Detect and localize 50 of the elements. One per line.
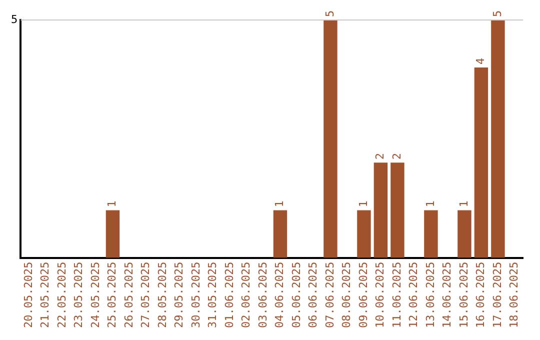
bar — [374, 162, 388, 258]
bar — [474, 68, 488, 258]
x-tick-label: 09.06.2025 — [356, 262, 370, 328]
data-label: 5 — [323, 10, 336, 17]
bar — [106, 210, 120, 258]
bar — [390, 162, 404, 258]
x-tick-label: 30.05.2025 — [189, 262, 202, 328]
x-tick-label: 23.05.2025 — [72, 262, 86, 328]
x-tick-label: 15.06.2025 — [457, 262, 470, 328]
x-tick-label: 12.06.2025 — [407, 262, 420, 328]
bar — [458, 210, 472, 258]
data-label: 1 — [356, 200, 370, 208]
x-tick-label: 16.06.2025 — [474, 262, 488, 328]
x-tick-label: 28.05.2025 — [156, 262, 169, 328]
x-tick-label: 26.05.2025 — [122, 262, 136, 328]
data-label: 2 — [390, 153, 404, 160]
data-label: 1 — [457, 200, 470, 208]
x-tick-label: 24.05.2025 — [88, 262, 102, 328]
x-tick-label: 31.05.2025 — [206, 262, 220, 328]
x-tick-label: 02.06.2025 — [240, 262, 253, 328]
x-tick-label: 11.06.2025 — [390, 262, 404, 328]
x-tick-label: 14.06.2025 — [440, 262, 454, 328]
x-tick-label: 29.05.2025 — [172, 262, 186, 328]
bar — [324, 20, 338, 258]
x-tick-label: 04.06.2025 — [273, 262, 286, 328]
x-tick-label: 18.06.2025 — [508, 262, 521, 328]
x-tick-label: 13.06.2025 — [424, 262, 437, 328]
bar — [424, 210, 438, 258]
x-tick-label: 25.05.2025 — [106, 262, 119, 328]
bar — [491, 20, 505, 258]
x-tick-label: 05.06.2025 — [290, 262, 303, 328]
data-label: 1 — [273, 200, 286, 208]
data-label: 2 — [374, 153, 387, 160]
bar — [357, 210, 371, 258]
x-tick-label: 03.06.2025 — [256, 262, 270, 328]
x-tick-label: 27.05.2025 — [139, 262, 152, 328]
x-tick-label: 21.05.2025 — [38, 262, 52, 328]
x-tick-label: 07.06.2025 — [323, 262, 336, 328]
x-tick-label: 08.06.2025 — [340, 262, 354, 328]
x-tick-label: 06.06.2025 — [306, 262, 320, 328]
x-tick-label: 20.05.2025 — [22, 262, 35, 328]
x-tick-label: 01.06.2025 — [222, 262, 236, 328]
data-label: 1 — [424, 200, 437, 208]
data-label: 5 — [490, 10, 504, 17]
x-tick-label: 22.05.2025 — [55, 262, 68, 328]
x-tick-label: 10.06.2025 — [374, 262, 387, 328]
data-label: 4 — [474, 58, 488, 65]
x-tick-label: 17.06.2025 — [490, 262, 504, 328]
bar — [273, 210, 288, 258]
data-label: 1 — [106, 200, 119, 208]
